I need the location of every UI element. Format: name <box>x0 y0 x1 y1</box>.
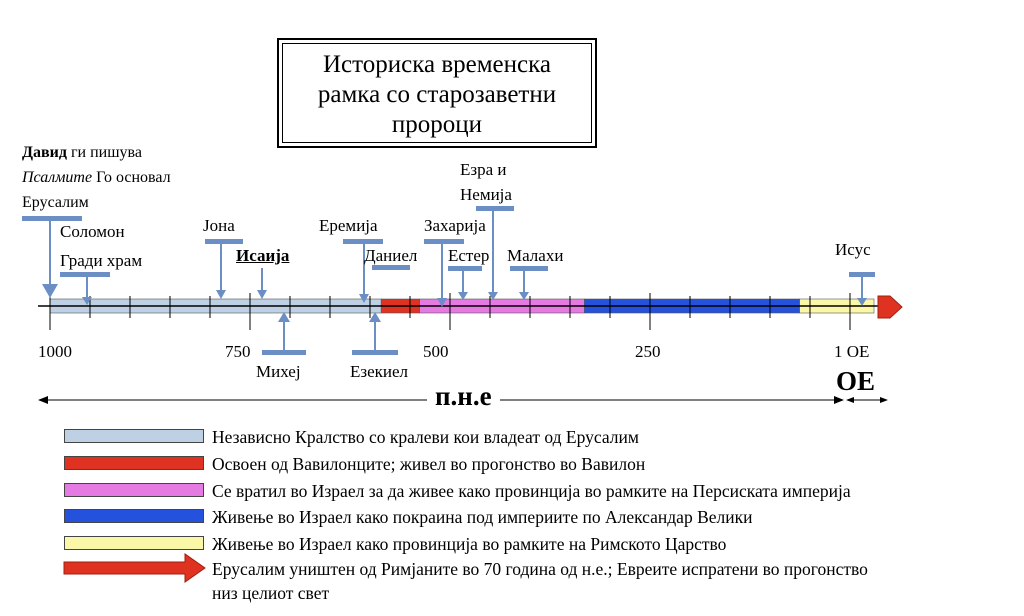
label-solomon-temple: Гради храм <box>60 251 143 270</box>
label-solomon: Соломон <box>60 222 125 241</box>
label-zaharija: Захарија <box>424 216 486 235</box>
diagram-title: Историска временска рамка со старозаветн… <box>277 38 597 148</box>
malahi-pointer-bar <box>510 266 548 271</box>
title-line-3: пророци <box>391 111 483 138</box>
label-nemija: Немија <box>460 185 512 204</box>
david-line3: Ерусалим <box>22 194 89 211</box>
legend-arrow-icon <box>63 553 206 583</box>
title-line-2: рамка со старозаветни <box>317 81 557 108</box>
minor-ticks <box>49 293 851 330</box>
tick-label-500: 500 <box>423 342 449 361</box>
label-isaija: Исаија <box>236 246 290 265</box>
label-isus: Исус <box>835 240 871 259</box>
legend-text: Независно Кралство со кралеви кои владеа… <box>212 427 639 447</box>
mihej-pointer-bar <box>262 350 306 355</box>
timeline-end-arrow <box>877 295 903 319</box>
prophet-pointers <box>22 206 875 355</box>
david-rest1: ги пишува <box>66 144 142 161</box>
legend-swatch <box>64 509 204 523</box>
label-bce: п.н.е <box>427 381 500 412</box>
david-pointer-arrow <box>42 284 58 298</box>
zaharija-pointer-bar <box>424 239 464 244</box>
david-pointer-bar <box>22 216 82 221</box>
mihej-pointer-arrow <box>278 312 290 322</box>
psalms-word: Псалмите <box>22 169 93 186</box>
tick-label-250: 250 <box>635 342 661 361</box>
legend-text: Освоен од Вавилонците; живел во прогонст… <box>212 454 646 474</box>
title-line-1: Историска временска <box>323 51 551 78</box>
legend-text: Живење во Израел како покраина под импер… <box>212 507 753 527</box>
legend-text: Живење во Израел како провинција во рамк… <box>212 534 727 554</box>
label-ce: ОЕ <box>836 366 876 396</box>
ester-pointer-bar <box>448 266 482 271</box>
daniel-pointer-bar <box>372 265 410 270</box>
legend-text: Ерусалим уништен од Римјаните во 70 годи… <box>212 559 868 579</box>
legend-swatch <box>64 429 204 443</box>
label-malahi: Малахи <box>507 246 564 265</box>
label-ester: Естер <box>448 246 490 265</box>
legend-text-line2: низ целиот свет <box>212 583 330 603</box>
ezekiel-pointer-bar <box>352 350 398 355</box>
legend-swatch <box>64 483 204 497</box>
label-daniel: Даниел <box>364 246 418 265</box>
david-note: Давид ги пишува Псалмите Го основал Ерус… <box>22 140 171 215</box>
legend-text: Се вратил во Израел за да живее како про… <box>212 481 851 501</box>
label-ezekiel: Езекиел <box>350 362 409 381</box>
ezekiel-pointer-arrow <box>369 312 381 322</box>
tick-label-1000: 1000 <box>38 342 72 361</box>
solomon-pointer-bar <box>60 272 110 277</box>
legend-swatch <box>64 536 204 550</box>
label-ezra: Езра и <box>460 160 507 179</box>
ezra-pointer-bar <box>476 206 514 211</box>
jona-pointer-bar <box>205 239 243 244</box>
label-mihej: Михеј <box>256 362 301 381</box>
tick-label-750: 750 <box>225 342 251 361</box>
legend-swatch <box>64 456 204 470</box>
label-jona: Јона <box>203 216 235 235</box>
david-name: Давид <box>22 144 67 161</box>
tick-label-1-oe: 1 ОЕ <box>834 342 870 361</box>
david-rest2: Го основал <box>92 169 171 186</box>
label-eremija: Еремија <box>319 216 378 235</box>
eremija-pointer-bar <box>343 239 383 244</box>
isus-pointer-bar <box>849 272 875 277</box>
